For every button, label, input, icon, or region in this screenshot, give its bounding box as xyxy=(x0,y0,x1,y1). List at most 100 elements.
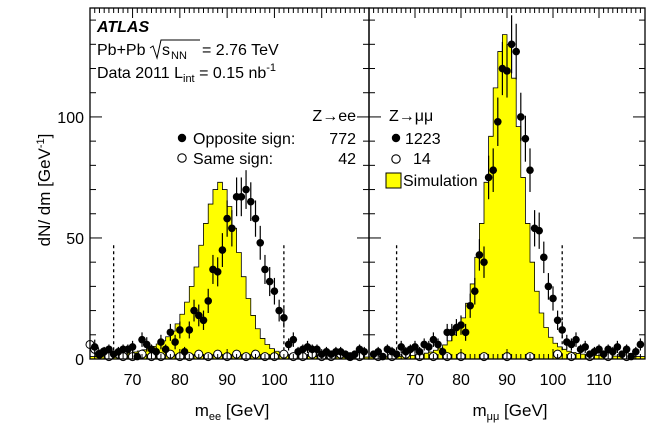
panel-z-ee: 70 80 90 100 110 0 50 100 ATLAS Pb+Pb s NN = 2.… xyxy=(57,7,370,423)
opposite-sign-point-mumu xyxy=(622,345,631,354)
opposite-sign-point-mumu xyxy=(503,67,511,75)
opposite-sign-point-ee xyxy=(256,239,265,247)
opposite-sign-point-mumu xyxy=(540,253,548,262)
opposite-sign-point-mumu xyxy=(567,340,576,349)
opposite-sign-point-mumu xyxy=(636,340,645,349)
opposite-sign-point-mumu xyxy=(517,113,525,121)
channel-label-mumu: Z→μμ xyxy=(389,108,433,125)
opposite-sign-point-ee xyxy=(228,224,236,233)
x-tick-label-mumu: 70 xyxy=(406,372,424,389)
opposite-sign-points-mumu xyxy=(369,15,645,361)
axis-ticks-ee: 70 80 90 100 110 0 50 100 xyxy=(57,8,369,389)
y-tick-label: 50 xyxy=(66,231,84,248)
x-tick-label-mumu: 110 xyxy=(586,372,612,389)
opposite-sign-point-mumu xyxy=(475,251,484,259)
legend-mumu-opposite-count: 1223 xyxy=(405,131,441,148)
opposite-sign-point-mumu xyxy=(374,347,383,356)
channel-label-ee: Z→ee xyxy=(312,108,356,125)
opposite-sign-point-mumu xyxy=(411,343,419,351)
opposite-sign-point-ee xyxy=(90,343,99,351)
opposite-sign-point-mumu xyxy=(438,347,447,356)
opposite-sign-point-ee xyxy=(251,214,260,223)
opposite-sign-point-mumu xyxy=(572,335,580,344)
opposite-sign-point-ee xyxy=(280,314,288,322)
opposite-sign-point-mumu xyxy=(466,301,475,310)
opposite-sign-point-mumu xyxy=(613,343,622,351)
opposite-sign-point-ee xyxy=(261,265,269,274)
legend-opposite-sign-marker xyxy=(177,133,187,143)
opposite-sign-point-ee xyxy=(213,268,222,276)
sqrt-snn-symbol: s NN xyxy=(149,39,200,62)
opposite-sign-point-ee xyxy=(265,277,274,286)
collision-label: Pb+Pb xyxy=(97,42,146,59)
opposite-sign-point-mumu xyxy=(521,134,530,143)
opposite-sign-point-ee xyxy=(142,340,151,349)
panel-z-mumu: 70 80 90 100 110 Z→μμ 1223 14 Simulation mμμ… xyxy=(368,7,646,423)
opposite-sign-point-ee xyxy=(161,345,170,354)
opposite-sign-points-ee xyxy=(90,170,369,361)
opposite-sign-point-mumu xyxy=(415,347,424,356)
x-tick-label-ee: 80 xyxy=(171,372,189,389)
x-axis-title-ee: mee [GeV] xyxy=(195,401,270,423)
atlas-label: ATLAS xyxy=(96,19,149,36)
opposite-sign-point-mumu xyxy=(544,282,553,291)
legend-mumu-same-count: 14 xyxy=(413,151,431,168)
opposite-sign-point-mumu xyxy=(397,343,406,351)
legend-same-sign-marker xyxy=(177,153,187,163)
y-tick-label: 0 xyxy=(75,352,84,369)
opposite-sign-point-mumu xyxy=(558,326,566,334)
opposite-sign-point-ee xyxy=(157,338,165,346)
opposite-sign-point-ee xyxy=(171,338,179,346)
opposite-sign-point-ee xyxy=(185,326,194,334)
legend-simulation-swatch xyxy=(385,172,402,189)
simulation-histogram-shape-ee xyxy=(89,181,370,360)
opposite-sign-point-ee xyxy=(218,246,227,254)
opposite-sign-point-ee xyxy=(275,306,283,315)
opposite-sign-point-ee xyxy=(289,335,298,344)
x-tick-label-mumu: 90 xyxy=(498,372,516,389)
legend-opposite-sign-label: Opposite sign: xyxy=(193,131,295,148)
y-axis-title: dN/ dm [GeV-1] xyxy=(35,134,54,247)
opposite-sign-point-mumu xyxy=(553,316,562,325)
opposite-sign-point-ee xyxy=(138,335,146,344)
opposite-sign-point-ee xyxy=(313,345,321,354)
opposite-sign-point-mumu xyxy=(507,40,516,49)
svg-text:NN: NN xyxy=(171,50,187,62)
energy-label: = 2.76 TeV xyxy=(202,42,279,59)
opposite-sign-point-ee xyxy=(152,347,161,356)
svg-text:s: s xyxy=(162,42,170,59)
mass-window-lines-ee xyxy=(112,245,285,359)
opposite-sign-point-mumu xyxy=(512,47,520,56)
legend-simulation-label: Simulation xyxy=(403,173,478,190)
legend-mumu-same-marker xyxy=(391,154,401,164)
opposite-sign-point-mumu xyxy=(609,347,617,356)
x-tick-label-ee: 70 xyxy=(124,372,142,389)
legend-opposite-sign-count: 772 xyxy=(329,131,356,148)
opposite-sign-point-mumu xyxy=(489,166,498,174)
opposite-sign-point-ee xyxy=(128,343,137,351)
opposite-sign-point-mumu xyxy=(448,328,456,337)
opposite-sign-point-mumu xyxy=(429,335,438,344)
opposite-sign-point-mumu xyxy=(484,173,493,182)
opposite-sign-point-mumu xyxy=(425,343,433,351)
opposite-sign-point-ee xyxy=(180,347,189,356)
opposite-sign-point-mumu xyxy=(461,328,470,337)
opposite-sign-point-mumu xyxy=(480,258,488,266)
opposite-sign-point-mumu xyxy=(535,226,543,235)
opposite-sign-point-ee xyxy=(223,214,231,223)
x-tick-label-mumu: 100 xyxy=(540,372,567,389)
opposite-sign-point-ee xyxy=(284,340,293,349)
data-lumi-label: Data 2011 Lint = 0.15 nb-1 xyxy=(97,62,276,85)
opposite-sign-point-mumu xyxy=(434,340,442,349)
opposite-sign-point-ee xyxy=(199,316,208,325)
opposite-sign-point-mumu xyxy=(526,166,534,174)
x-tick-label-mumu: 80 xyxy=(452,372,470,389)
x-axis-title-mumu: mμμ [GeV] xyxy=(472,401,547,423)
opposite-sign-point-ee xyxy=(270,287,279,296)
simulation-histogram-ee xyxy=(89,181,370,360)
opposite-sign-point-ee xyxy=(360,347,369,356)
opposite-sign-point-mumu xyxy=(632,347,640,356)
y-tick-label: 100 xyxy=(57,110,84,127)
legend-same-sign-label: Same sign: xyxy=(193,151,273,168)
